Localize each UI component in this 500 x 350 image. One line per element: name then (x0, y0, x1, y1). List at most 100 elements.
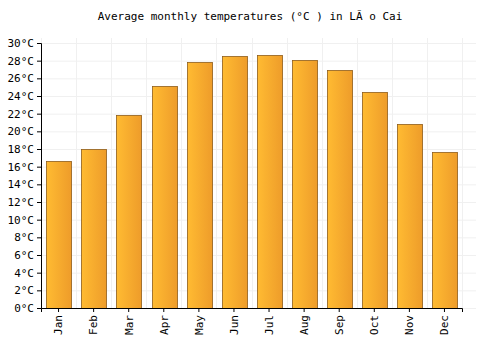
tick-label: Feb (87, 315, 100, 335)
grid-line (252, 38, 253, 308)
grid-line (287, 38, 288, 308)
tick: May (193, 308, 206, 335)
tick-mark (37, 237, 41, 238)
tick-mark (339, 308, 340, 312)
tick-label: 14°C (8, 178, 35, 191)
bar (433, 153, 458, 309)
tick-mark (37, 43, 41, 44)
tick-mark (198, 308, 199, 312)
tick-label: Oct (368, 315, 381, 335)
tick-mark (37, 308, 41, 309)
tick-label: 20°C (8, 125, 35, 138)
axis-line (37, 44, 42, 309)
tick: Mar (123, 308, 136, 335)
tick-mark (233, 308, 234, 312)
tick-label: 26°C (8, 72, 35, 85)
tick-mark (304, 308, 305, 312)
tick-mark (37, 149, 41, 150)
tick-mark (37, 202, 41, 203)
bar (258, 56, 283, 309)
bar (398, 125, 423, 309)
grid-line (41, 43, 476, 44)
tick-label: May (193, 315, 206, 335)
tick: 30°C (8, 37, 42, 50)
tick-label: 28°C (8, 55, 35, 68)
grid-line (111, 38, 112, 308)
grid-line (146, 38, 147, 308)
tick-label: Jan (52, 315, 65, 335)
title: Average monthly temperatures (°C ) in LÃ… (98, 10, 403, 23)
tick-label: 6°C (14, 249, 34, 262)
tick-label: Sep (333, 315, 346, 335)
tick: 2°C (14, 284, 41, 297)
bar (153, 87, 178, 309)
tick: 8°C (14, 231, 41, 244)
tick-label: Jul (263, 315, 276, 335)
tick-mark (37, 61, 41, 62)
tick: 14°C (8, 178, 42, 191)
tick-label: 24°C (8, 90, 35, 103)
tick-label: 10°C (8, 214, 35, 227)
bar (223, 57, 248, 309)
tick: 26°C (8, 72, 42, 85)
tick-mark (37, 273, 41, 274)
tick-mark (409, 308, 410, 312)
tick: Jul (263, 308, 276, 335)
tick-mark (444, 308, 445, 312)
tick-mark (163, 308, 164, 312)
tick: Feb (87, 308, 100, 335)
tick-mark (58, 308, 59, 312)
grid-line (462, 38, 463, 308)
tick-mark (37, 78, 41, 79)
tick: Dec (438, 308, 451, 335)
tick-mark (37, 184, 41, 185)
tick-label: 16°C (8, 161, 35, 174)
tick: 10°C (8, 214, 42, 227)
grid-line (322, 38, 323, 308)
tick-mark (37, 220, 41, 221)
bar (328, 71, 353, 309)
tick: Jun (228, 308, 241, 335)
grid-line (181, 38, 182, 308)
tick-mark (37, 255, 41, 256)
tick: 24°C (8, 90, 42, 103)
tick-label: 4°C (14, 267, 34, 280)
x-axis: Jan Feb Mar Apr May Jun Jul Aug Sep Oct Nov Dec (42, 308, 463, 335)
tick: Apr (158, 308, 171, 335)
tick-label: 8°C (14, 231, 34, 244)
chart: 0°C 2°C 4°C 6°C 8°C 10°C 12°C 14°C 16°C 18°C 20°C 2… (0, 0, 500, 350)
tick: 16°C (8, 161, 42, 174)
tick: 12°C (8, 196, 42, 209)
tick: Oct (368, 308, 381, 335)
tick-label: 30°C (8, 37, 35, 50)
tick-label: Dec (438, 315, 451, 335)
tick-mark (374, 308, 375, 312)
tick: Aug (298, 308, 311, 335)
tick-mark (37, 96, 41, 97)
tick-mark (269, 308, 270, 312)
tick-label: Apr (158, 315, 171, 335)
grid-line (216, 38, 217, 308)
tick: 20°C (8, 125, 42, 138)
grid (41, 38, 476, 309)
axis-line (42, 309, 463, 313)
tick: 0°C (14, 302, 41, 315)
grid-line (357, 38, 358, 308)
tick: Nov (403, 308, 416, 335)
tick-label: Aug (298, 315, 311, 335)
tick: 18°C (8, 143, 42, 156)
tick-mark (37, 167, 41, 168)
tick: 6°C (14, 249, 41, 262)
bars (47, 56, 458, 309)
tick: 22°C (8, 108, 42, 121)
y-axis: 0°C 2°C 4°C 6°C 8°C 10°C 12°C 14°C 16°C 18°C 20°C 2… (8, 37, 42, 315)
tick-mark (37, 131, 41, 132)
tick-label: 12°C (8, 196, 35, 209)
bar (188, 63, 213, 309)
grid-line (427, 38, 428, 308)
tick: 28°C (8, 55, 42, 68)
tick-mark (37, 114, 41, 115)
bar (117, 116, 142, 309)
tick-label: Jun (228, 315, 241, 335)
bar (47, 162, 72, 309)
